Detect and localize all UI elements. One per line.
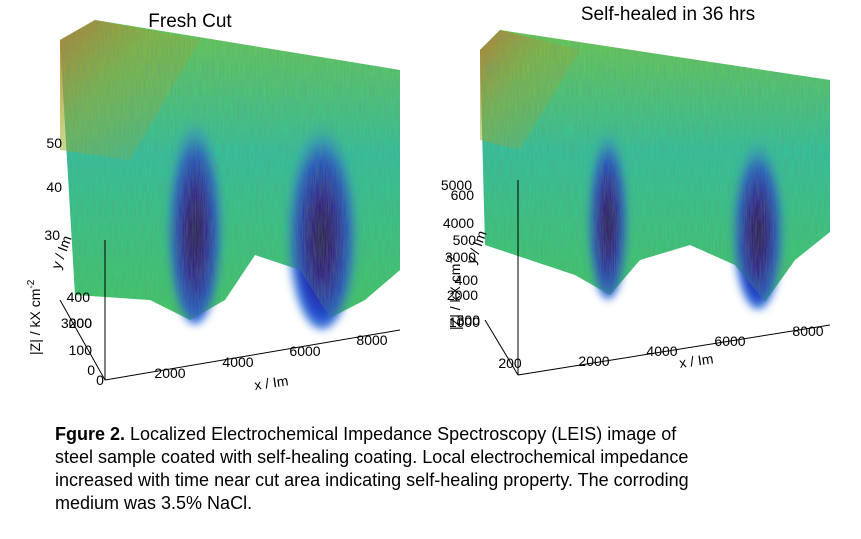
z-tick-label: 200 [69,315,93,331]
z-tick-label: 400 [455,272,479,288]
z-tick-label: 1000 [449,314,480,330]
y-tick-label: 40 [46,179,62,195]
caption-line: Fgure 2. Localized Electrochemical Impeda… [55,424,677,444]
z-tick-label: 3000 [61,315,92,331]
x-tick-label: 4000 [646,343,677,359]
z-tick-label: 4000 [443,215,474,231]
x-tick-label: 0 [96,372,104,388]
x-tick-label: 200 [498,355,522,371]
caption-line: steel sample coated with self-healing co… [55,447,688,467]
x-axis-label: x / Im [253,372,289,393]
z-tick-label: 5000 [441,177,472,193]
x-tick-label: 4000 [222,354,253,370]
panel-title: Self-healed in 36 hrs [581,4,755,25]
x-axis-label: x / Im [678,350,714,371]
x-tick-label: 2000 [154,365,185,381]
z-axis-label-sup: -2 [26,279,37,288]
x-tick-label: 8000 [356,332,387,348]
z-axis-label: |Z| / kX cm-2 [446,254,463,330]
z-tick-label: 500 [453,232,477,248]
z-axis-label-text: |Z| / kX cm [447,264,463,330]
z-tick-label: 2000 [447,287,478,303]
x-tick-label: 8000 [792,323,823,339]
z-tick-label: 600 [451,187,475,203]
y-tick-label: 30 [44,227,60,243]
caption-label: Fgure 2. [55,424,125,444]
z-tick-label: 100 [69,342,93,358]
z-tick-label: 300 [457,312,481,328]
z-tick-label: 0 [87,362,95,378]
caption-line: increased with time near cut area indica… [55,470,689,490]
surface-right [480,30,831,376]
surface-left [59,20,401,381]
caption-text: Localized Electrochemical Impedance Spec… [130,424,677,444]
x-tick-label: 6000 [289,343,320,359]
x-tick-label: 6000 [714,333,745,349]
panel-title: Fresh Cut [148,11,232,32]
z-axis-label: |Z| / kX cm-2 [26,279,43,355]
x-tick-label: 2000 [578,353,609,369]
z-tick-label: 400 [67,289,91,305]
z-axis-label-sup: -2 [446,254,457,263]
y-tick-label: 50 [46,135,62,151]
z-tick-label: 3000 [445,249,476,265]
caption-line: medium was 3.5% NaCl. [55,493,252,513]
z-axis-label-text: |Z| / kX cm [27,289,43,355]
